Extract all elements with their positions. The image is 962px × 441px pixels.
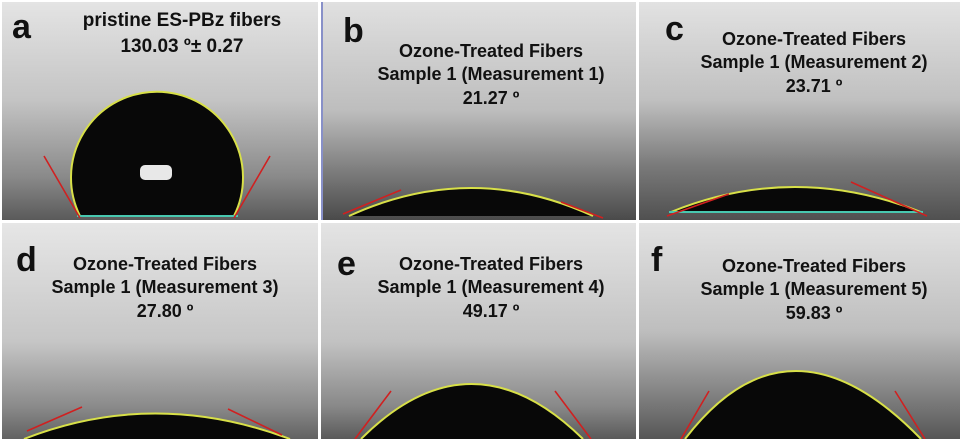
panel-d-image <box>2 223 318 439</box>
caption-line: Ozone-Treated Fibers <box>72 254 258 274</box>
tangent-right-c <box>850 181 928 217</box>
droplet-a <box>71 91 244 216</box>
tangent-left-e <box>354 390 392 439</box>
panel-b-image <box>321 2 636 220</box>
caption-line: Sample 1 (Measurement 3) <box>51 277 279 298</box>
panel-caption-a: pristine ES-PBz fibers 130.03 º± 0.27 <box>52 8 312 59</box>
tangent-left-d <box>26 406 83 432</box>
fit-curve-b <box>348 187 594 217</box>
caption-line: Ozone-Treated Fibers <box>721 256 907 276</box>
caption-line: pristine ES-PBz fibers <box>82 10 282 31</box>
caption-line: Sample 1 (Measurement 1) <box>377 64 605 85</box>
panel-letter-e: e <box>337 245 356 283</box>
panel-letter-d: d <box>16 241 37 279</box>
reflection-spot <box>140 165 172 180</box>
tangent-left-b <box>342 189 402 215</box>
fit-curve-c <box>670 186 922 213</box>
panel-letter-f: f <box>651 241 663 279</box>
fit-curve-f <box>684 370 922 439</box>
caption-line: Sample 1 (Measurement 2) <box>700 52 928 73</box>
caption-line: 49.17 º <box>462 300 520 321</box>
tangent-right-b <box>560 201 604 219</box>
tangent-left-c <box>666 193 730 217</box>
tangent-left-a <box>43 155 81 219</box>
caption-line: 130.03 º± 0.27 <box>120 35 244 57</box>
caption-line: Sample 1 (Measurement 4) <box>377 277 605 298</box>
panel-c: c Ozone-Treated Fibers Sample 1 (Measure… <box>639 2 960 220</box>
tangent-right-e <box>554 390 592 439</box>
panel-b: b Ozone-Treated Fibers Sample 1 (Measure… <box>321 2 636 220</box>
droplet-f <box>685 371 921 439</box>
caption-line: Ozone-Treated Fibers <box>721 29 907 49</box>
panel-caption-c: Ozone-Treated Fibers Sample 1 (Measureme… <box>669 28 959 98</box>
panel-e: e Ozone-Treated Fibers Sample 1 (Measure… <box>321 223 636 439</box>
panel-caption-b: Ozone-Treated Fibers Sample 1 (Measureme… <box>321 40 636 110</box>
fit-curve-a <box>70 90 244 217</box>
fit-curve-e <box>360 383 584 439</box>
panel-letter-a: a <box>12 8 31 46</box>
panel-a-image <box>2 2 318 220</box>
panel-d: d Ozone-Treated Fibers Sample 1 (Measure… <box>2 223 318 439</box>
caption-line: 27.80 º <box>136 300 194 321</box>
caption-line: Ozone-Treated Fibers <box>398 254 584 274</box>
panel-f-image <box>639 223 960 439</box>
tangent-left-f <box>680 390 710 439</box>
panel-caption-d: Ozone-Treated Fibers Sample 1 (Measureme… <box>10 253 318 323</box>
caption-line: 21.27 º <box>462 87 520 108</box>
panel-caption-e: Ozone-Treated Fibers Sample 1 (Measureme… <box>341 253 636 323</box>
panel-e-image <box>321 223 636 439</box>
caption-line: Ozone-Treated Fibers <box>398 41 584 61</box>
caption-line: 23.71 º <box>785 75 843 96</box>
caption-line: Sample 1 (Measurement 5) <box>700 279 928 300</box>
caption-line: 59.83 º <box>785 302 843 323</box>
panel-c-image <box>639 2 960 220</box>
panel-a: a pristine ES-PBz fibers 130.03 º± 0.27 <box>2 2 318 220</box>
fit-curve-d <box>23 412 291 439</box>
panel-caption-f: Ozone-Treated Fibers Sample 1 (Measureme… <box>669 255 959 325</box>
tangent-right-d <box>227 408 283 436</box>
panel-letter-c: c <box>665 10 684 48</box>
panel-f: f Ozone-Treated Fibers Sample 1 (Measure… <box>639 223 960 439</box>
panel-letter-b: b <box>343 12 364 50</box>
tangent-right-a <box>233 155 271 219</box>
tangent-right-f <box>894 390 926 439</box>
